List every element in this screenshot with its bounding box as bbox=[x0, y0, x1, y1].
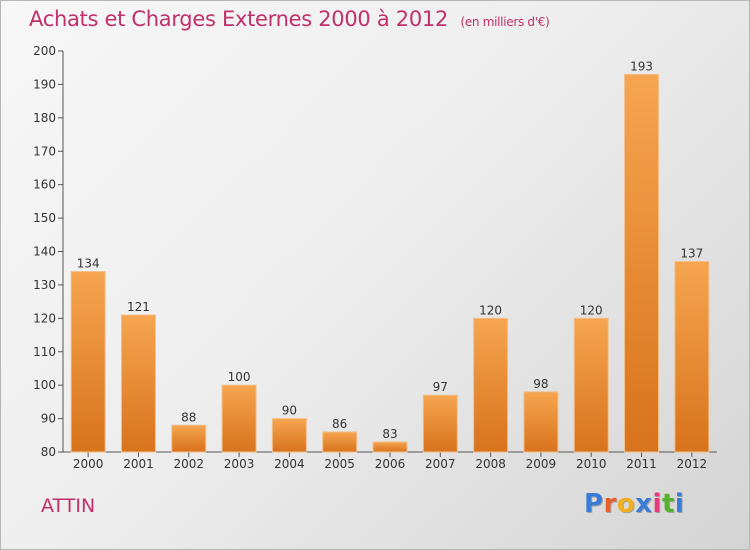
bar-2006 bbox=[372, 441, 408, 453]
y-tick-label: 200 bbox=[33, 44, 56, 58]
bar-value-label: 137 bbox=[680, 247, 703, 261]
x-tick-label: 2001 bbox=[123, 457, 154, 471]
bar-value-label: 83 bbox=[382, 427, 397, 441]
logo-letter: P bbox=[584, 489, 604, 519]
logo-letter: x bbox=[635, 489, 653, 519]
chart-bars: 134 121 88 100 90 86 83 97 120 98 120 193 137 bbox=[70, 59, 710, 453]
y-tick-label: 150 bbox=[33, 211, 56, 225]
proxiti-logo: Proxiti bbox=[584, 489, 684, 519]
y-tick-label: 160 bbox=[33, 178, 56, 192]
y-tick-label: 180 bbox=[33, 111, 56, 125]
bar-value-label: 97 bbox=[433, 380, 448, 394]
x-tick-label: 2002 bbox=[173, 457, 204, 471]
x-tick-label: 2005 bbox=[324, 457, 355, 471]
bar-value-label: 120 bbox=[479, 303, 502, 317]
bar-value-label: 121 bbox=[127, 300, 150, 314]
x-tick-label: 2011 bbox=[626, 457, 657, 471]
bar-value-label: 193 bbox=[630, 59, 653, 73]
bar-2009 bbox=[523, 391, 559, 453]
chart-axes: 80 90 100 110 120 130 140 150 160 170 180 190 200 200… bbox=[33, 44, 717, 471]
bar-2001 bbox=[120, 314, 156, 453]
bar-value-label: 88 bbox=[181, 410, 196, 424]
bar-2005 bbox=[322, 431, 358, 453]
bar-value-label: 90 bbox=[282, 404, 297, 418]
bar-2000 bbox=[70, 271, 106, 453]
x-tick-label: 2003 bbox=[224, 457, 255, 471]
commune-name: ATTIN bbox=[41, 495, 96, 517]
y-tick-label: 170 bbox=[33, 144, 56, 158]
bar-value-label: 134 bbox=[77, 257, 100, 271]
x-tick-label: 2010 bbox=[576, 457, 607, 471]
y-tick-label: 80 bbox=[41, 445, 56, 459]
y-tick-label: 110 bbox=[33, 345, 56, 359]
bar-value-label: 98 bbox=[533, 377, 548, 391]
y-tick-label: 130 bbox=[33, 278, 56, 292]
bar-2002 bbox=[171, 424, 207, 453]
x-tick-label: 2004 bbox=[274, 457, 305, 471]
bar-value-label: 100 bbox=[228, 370, 251, 384]
bar-2008 bbox=[473, 317, 509, 453]
chart-title: Achats et Charges Externes 2000 à 2012 (… bbox=[29, 7, 550, 31]
chart-title-text: Achats et Charges Externes 2000 à 2012 bbox=[29, 7, 449, 31]
bar-2011 bbox=[624, 73, 660, 453]
x-tick-label: 2000 bbox=[73, 457, 104, 471]
y-tick-label: 190 bbox=[33, 77, 56, 91]
y-tick-label: 90 bbox=[41, 412, 56, 426]
x-tick-label: 2012 bbox=[677, 457, 708, 471]
y-tick-label: 100 bbox=[33, 378, 56, 392]
logo-letter: i bbox=[674, 489, 685, 519]
x-tick-label: 2006 bbox=[375, 457, 406, 471]
bar-value-label: 120 bbox=[580, 303, 603, 317]
bar-2007 bbox=[422, 394, 458, 453]
logo-letter: t bbox=[661, 489, 675, 519]
x-tick-label: 2008 bbox=[475, 457, 506, 471]
bar-2010 bbox=[573, 317, 609, 453]
bar-value-label: 86 bbox=[332, 417, 347, 431]
chart-subtitle: (en milliers d'€) bbox=[460, 15, 550, 29]
x-tick-label: 2007 bbox=[425, 457, 456, 471]
logo-letter: i bbox=[652, 489, 662, 519]
y-tick-label: 140 bbox=[33, 245, 56, 259]
y-tick-label: 120 bbox=[33, 311, 56, 325]
bar-2003 bbox=[221, 384, 257, 453]
bar-2004 bbox=[271, 418, 307, 453]
bar-2012 bbox=[674, 261, 710, 453]
logo-letter: r bbox=[603, 489, 617, 519]
x-tick-label: 2009 bbox=[526, 457, 557, 471]
logo-letter: o bbox=[616, 489, 636, 519]
